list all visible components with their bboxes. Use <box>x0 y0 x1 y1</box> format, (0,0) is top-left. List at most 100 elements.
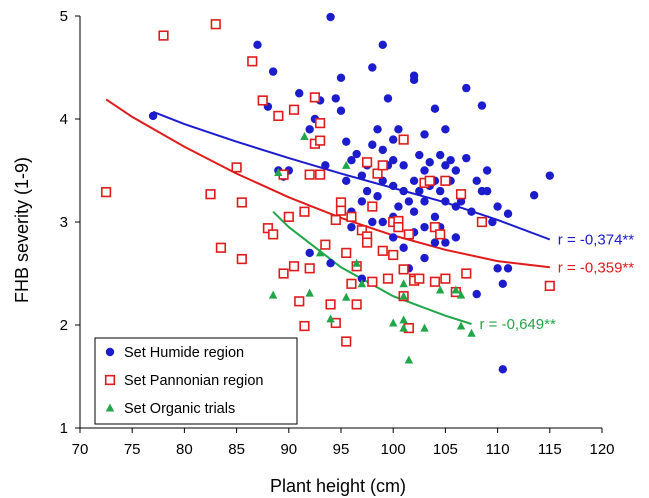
point-organic <box>435 285 445 294</box>
point-humide <box>430 238 440 247</box>
point-humide <box>399 161 408 170</box>
point-organic <box>420 323 429 332</box>
point-pannonian <box>361 237 373 248</box>
point-pannonian <box>315 135 326 146</box>
point-pannonian <box>283 211 294 222</box>
point-organic <box>399 291 408 300</box>
point-organic <box>352 258 361 267</box>
point-organic <box>326 314 335 323</box>
point-humide <box>456 197 466 206</box>
x-tick-label: 105 <box>433 441 458 458</box>
point-pannonian <box>101 187 112 198</box>
point-humide <box>420 130 429 139</box>
point-humide <box>493 202 502 211</box>
point-humide <box>357 274 367 283</box>
point-humide <box>420 197 429 206</box>
point-humide <box>389 181 398 191</box>
point-humide <box>336 73 346 83</box>
point-organic <box>357 279 367 288</box>
point-pannonian <box>398 264 409 275</box>
y-axis-title: FHB severity (1-9) <box>12 157 32 303</box>
point-humide <box>430 212 440 222</box>
point-pannonian <box>309 92 321 103</box>
point-humide <box>378 40 387 50</box>
point-humide <box>368 217 377 227</box>
x-tick-label: 90 <box>280 441 297 458</box>
point-humide <box>347 222 356 232</box>
trend-line-organic <box>272 210 472 325</box>
legend-box <box>94 337 298 425</box>
point-humide <box>488 217 497 227</box>
point-humide <box>441 161 450 170</box>
point-organic <box>342 292 351 301</box>
point-humide <box>389 233 398 242</box>
point-pannonian <box>294 296 305 307</box>
point-organic <box>389 318 398 327</box>
point-humide <box>373 192 382 201</box>
point-pannonian <box>330 317 341 329</box>
point-humide <box>409 176 419 185</box>
trend-label-organic: r = -0,649** <box>480 316 556 333</box>
point-humide <box>305 125 314 134</box>
point-humide <box>409 75 419 85</box>
point-humide <box>415 186 424 196</box>
x-tick-label: 120 <box>589 441 614 458</box>
point-pannonian <box>367 201 378 212</box>
point-pannonian <box>236 197 247 208</box>
point-pannonian <box>304 263 315 274</box>
point-humide <box>404 197 414 206</box>
legend-label-pannonian: Set Pannonian region <box>124 373 263 389</box>
point-humide <box>482 166 492 175</box>
point-humide <box>472 176 481 185</box>
point-pannonian <box>215 242 227 253</box>
data-points <box>101 12 555 374</box>
point-pannonian <box>403 229 414 240</box>
point-pannonian <box>429 222 441 233</box>
point-pannonian <box>398 134 409 145</box>
y-tick-label: 3 <box>60 214 68 231</box>
point-pannonian <box>435 229 446 240</box>
point-humide <box>383 94 393 103</box>
y-tick-label: 5 <box>60 8 68 25</box>
point-pannonian <box>356 225 367 236</box>
x-tick-label: 70 <box>72 441 89 458</box>
point-humide <box>342 176 351 185</box>
point-pannonian <box>372 168 383 179</box>
point-humide <box>342 137 351 146</box>
point-humide <box>368 63 377 72</box>
trend-labels: r = -0,374** r = -0,359** r = -0,649** <box>480 232 635 333</box>
point-organic <box>399 279 408 288</box>
point-pannonian <box>273 110 284 122</box>
trend-label-humide: r = -0,374** <box>558 232 634 249</box>
x-tick-label: 100 <box>381 441 406 458</box>
point-humide <box>446 156 455 165</box>
point-humide <box>148 111 158 121</box>
point-organic <box>399 323 408 332</box>
point-humide <box>399 243 408 252</box>
x-tick-label: 110 <box>486 441 510 458</box>
point-humide <box>352 149 361 159</box>
point-humide <box>425 158 434 167</box>
point-humide <box>498 279 508 288</box>
point-humide <box>253 40 262 50</box>
point-humide <box>378 217 387 227</box>
point-humide <box>362 186 372 196</box>
point-humide <box>498 365 508 374</box>
point-humide <box>462 83 471 93</box>
point-humide <box>451 202 461 211</box>
legend-marker-pannonian <box>104 374 116 386</box>
point-pannonian <box>315 169 326 180</box>
y-tick-label: 2 <box>60 317 68 334</box>
point-pannonian <box>377 245 388 256</box>
point-pannonian <box>335 205 347 216</box>
point-pannonian <box>455 189 467 200</box>
trend-line-humide <box>152 110 551 241</box>
point-pannonian <box>158 30 169 41</box>
point-pannonian <box>330 214 341 226</box>
point-pannonian <box>424 175 435 186</box>
trend-label-pannonian: r = -0,359** <box>558 259 634 276</box>
point-humide <box>368 140 377 149</box>
x-tick-label: 115 <box>538 441 562 458</box>
point-pannonian <box>205 189 216 200</box>
